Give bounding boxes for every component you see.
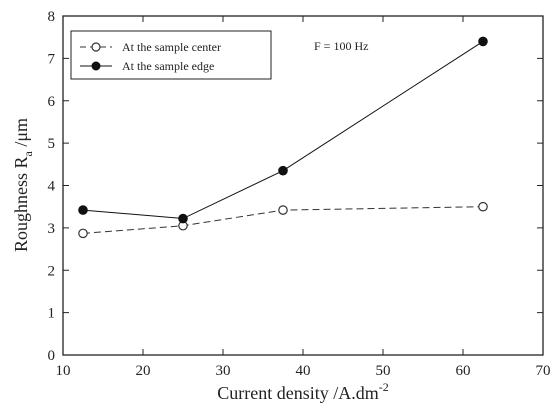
legend-edge-label: At the sample edge [122, 59, 214, 73]
series-0-point-3 [478, 201, 488, 212]
y-tick-label-3: 3 [48, 221, 56, 237]
x-tick-label-1: 20 [136, 363, 151, 379]
series-layer [78, 36, 488, 239]
frequency-annotation: F = 100 Hz [314, 39, 368, 53]
series-1-point-0 [78, 205, 88, 215]
x-axis-label-sup: -2 [379, 380, 389, 394]
legend: At the sample center At the sample edge [70, 30, 272, 80]
x-tick-label-5: 60 [456, 363, 471, 379]
y-tick-label-4: 4 [48, 179, 56, 195]
axis-ticks: 10 20 30 40 50 60 70 0 1 2 3 4 5 6 7 8 [48, 9, 551, 379]
series-1-point-2 [278, 165, 288, 176]
y-tick-label-5: 5 [48, 136, 56, 152]
legend-center-marker [91, 42, 101, 52]
x-tick-label-3: 40 [296, 363, 311, 379]
series-line-0 [82, 206, 484, 234]
series-line-1 [82, 41, 484, 220]
x-axis-label: Current density /A.dm-2 [217, 380, 388, 403]
y-axis-label: Roughness Ra /μm [11, 118, 35, 252]
y-tick-label-1: 1 [48, 306, 56, 322]
legend-center-label: At the sample center [122, 40, 221, 54]
y-tick-label-6: 6 [48, 94, 56, 110]
y-tick-label-2: 2 [48, 263, 56, 279]
y-tick-label-7: 7 [48, 51, 56, 67]
y-tick-label-0: 0 [48, 348, 56, 364]
series-0-point-0 [78, 228, 88, 239]
legend-edge-marker [91, 61, 101, 71]
y-tick-label-8: 8 [48, 9, 56, 25]
x-tick-label-0: 10 [56, 363, 71, 379]
x-tick-label-4: 50 [376, 363, 391, 379]
x-axis-label-text: Current density /A.dm [217, 383, 378, 403]
y-axis-label-sub: a [21, 150, 35, 156]
x-tick-label-6: 70 [536, 363, 551, 379]
y-axis-label-text: Roughness R [11, 156, 31, 252]
y-axis-label-unit: /μm [11, 118, 31, 151]
series-0-point-2 [278, 205, 288, 215]
series-1-point-3 [478, 36, 488, 47]
series-1-point-1 [178, 213, 188, 224]
legend-box [70, 30, 272, 80]
x-tick-label-2: 30 [216, 363, 231, 379]
